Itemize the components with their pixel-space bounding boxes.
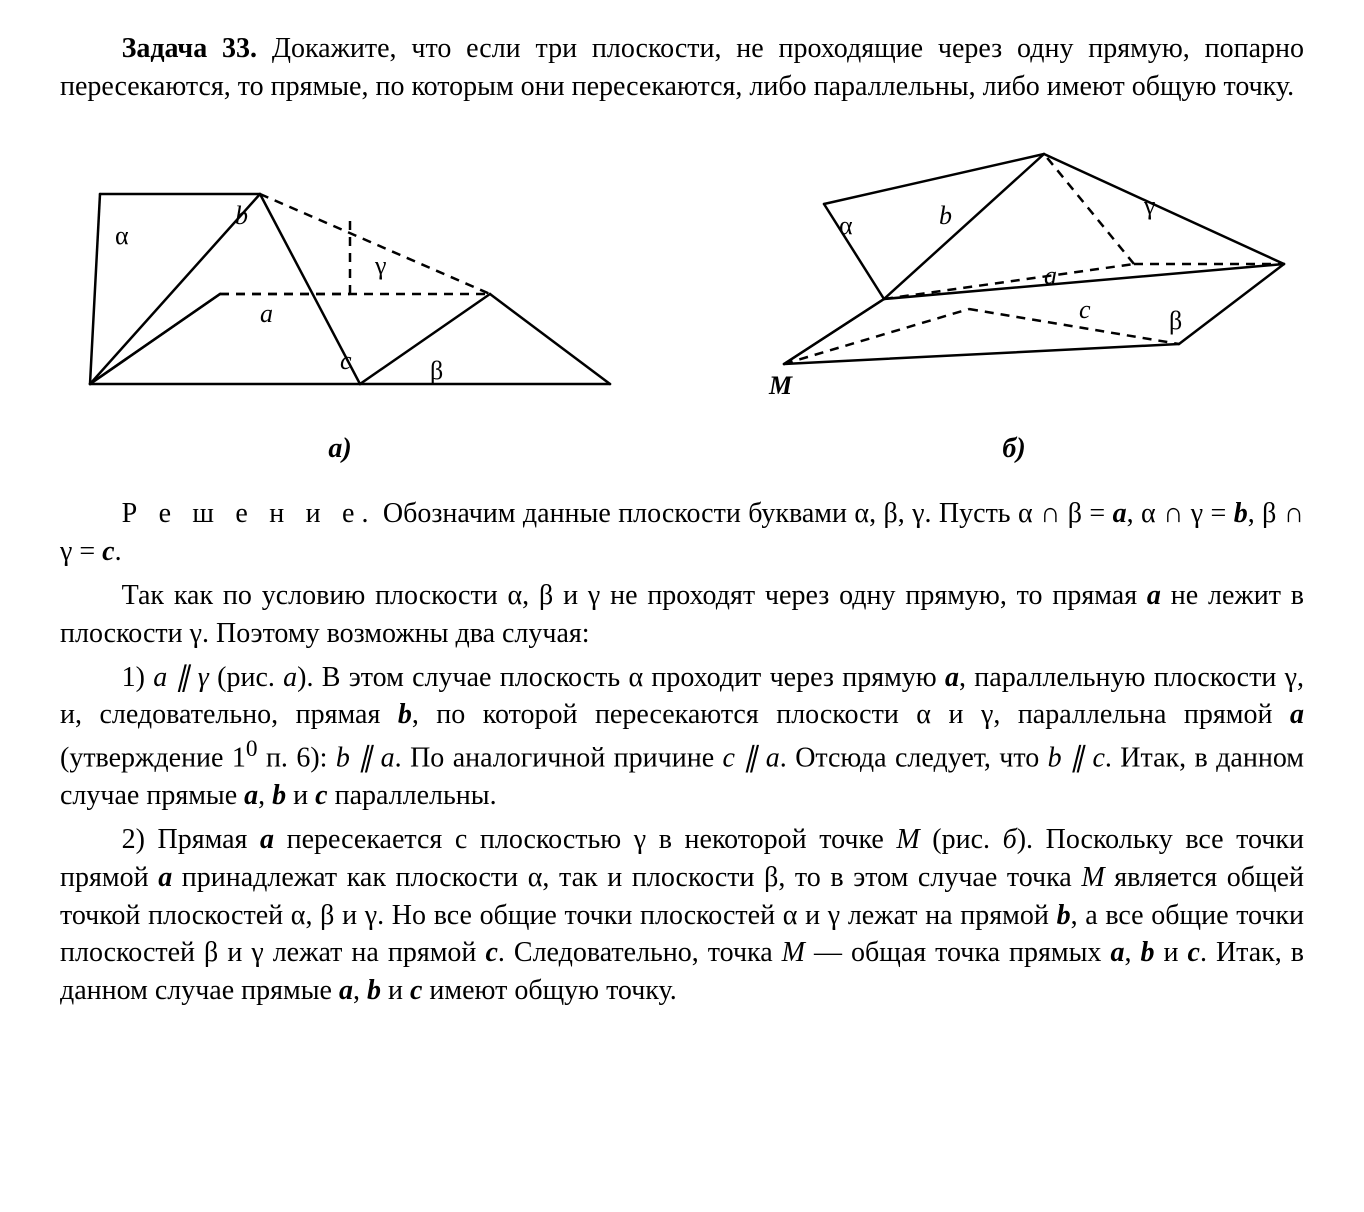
solution-case2: 2) Прямая a пересекается с плоскостью γ … <box>60 821 1304 1010</box>
figure-b: α b γ ac β M б) <box>724 134 1304 468</box>
case1-lead: a ∥ γ <box>153 662 209 693</box>
figure-a: α b γ a c β а) <box>60 154 620 468</box>
case2-num: 2) Прямая <box>122 824 260 855</box>
case2-list-c2: c <box>410 975 422 1006</box>
figures-row: αbγacβ а) αbγacβM б) <box>60 134 1304 468</box>
svg-text:b: b <box>939 201 952 230</box>
svg-text:c: c <box>1079 295 1091 324</box>
case2-M2: M <box>1081 862 1104 893</box>
svg-text:a: a <box>1044 261 1057 290</box>
case2-var-c: c <box>485 937 497 968</box>
var-c: c <box>102 536 114 567</box>
case1-sup: 0 <box>246 736 258 762</box>
var-a: a <box>1113 498 1127 529</box>
case1-i: параллельны. <box>328 780 497 811</box>
case2-list-a: a <box>1110 937 1124 968</box>
case2-M: M <box>896 824 919 855</box>
svg-text:β: β <box>430 356 443 385</box>
case1-rel3: b ∥ c <box>1048 743 1105 774</box>
case1-g: . Отсюда следует, что <box>780 743 1048 774</box>
case1-rel1: b ∥ a <box>336 743 395 774</box>
solution-case1: 1) a ∥ γ (рис. а). В этом случае плоскос… <box>60 659 1304 816</box>
var-a-2: a <box>1147 580 1161 611</box>
case2-list-b2: b <box>367 975 381 1006</box>
case2-sep2: , <box>353 975 367 1006</box>
case1-and: и <box>286 780 315 811</box>
case2-var-a2: a <box>158 862 172 893</box>
svg-text:c: c <box>340 346 352 375</box>
solution-p1-b: , α ∩ γ = <box>1127 498 1234 529</box>
case2-list-b: b <box>1140 937 1154 968</box>
case1-var-a: a <box>945 662 959 693</box>
solution-p2-a: Так как по условию плоскости α, β и γ не… <box>122 580 1147 611</box>
case2-d: принадлежат как плоскости α, так и плоск… <box>172 862 1081 893</box>
figure-b-caption: б) <box>1002 430 1025 468</box>
case1-rel2: c ∥ a <box>723 743 780 774</box>
case1-c: , по которой пересекаются плоскости α и … <box>412 699 1290 730</box>
case2-b: (рис. <box>920 824 1003 855</box>
case1-list-c: c <box>315 780 327 811</box>
svg-text:α: α <box>839 211 853 240</box>
case2-j: имеют общую точку. <box>422 975 676 1006</box>
case1-list-a: a <box>244 780 258 811</box>
case1-num: 1) <box>122 662 154 693</box>
case2-ref-fig: б <box>1003 824 1017 855</box>
case2-and: и <box>1154 937 1187 968</box>
case2-var-a: a <box>260 824 274 855</box>
case1-list-b: b <box>272 780 286 811</box>
problem-title: Задача 33. <box>122 33 257 64</box>
case2-M3: M <box>782 937 805 968</box>
solution-p1-d: . <box>115 536 122 567</box>
solution-p1: Р е ш е н и е. Обозначим данные плоскост… <box>60 495 1304 571</box>
case2-list-c: c <box>1188 937 1200 968</box>
case2-and2: и <box>381 975 410 1006</box>
case2-var-b: b <box>1057 900 1071 931</box>
solution-label: Р е ш е н и е. <box>122 498 376 529</box>
case1-ref: (рис. <box>209 662 283 693</box>
case1-var-b: b <box>398 699 412 730</box>
case1-e: п. 6): <box>258 743 336 774</box>
case1-var-a2: a <box>1290 699 1304 730</box>
case1-sep1: , <box>258 780 272 811</box>
page: Задача 33. Докажите, что если три плоско… <box>0 0 1364 1066</box>
problem-paragraph: Задача 33. Докажите, что если три плоско… <box>60 30 1304 106</box>
case2-g: . Следовательно, точка <box>498 937 782 968</box>
svg-text:b: b <box>235 201 248 230</box>
svg-text:M: M <box>768 371 793 400</box>
case2-sep1: , <box>1124 937 1140 968</box>
solution-p1-a: Обозначим данные плоскости буквами α, β,… <box>375 498 1112 529</box>
case1-a: ). В этом случае плоскость α проходит че… <box>297 662 945 693</box>
case2-a: пересекается с плоскостью γ в некоторой … <box>274 824 896 855</box>
svg-text:γ: γ <box>1143 191 1156 220</box>
svg-text:α: α <box>115 221 129 250</box>
solution-p2: Так как по условию плоскости α, β и γ не… <box>60 577 1304 653</box>
case1-ref-fig: а <box>283 662 297 693</box>
svg-text:β: β <box>1169 306 1182 335</box>
figure-a-svg: α b γ a c β <box>60 154 620 424</box>
var-b: b <box>1234 498 1248 529</box>
case1-f: . По аналогичной причине <box>395 743 723 774</box>
svg-text:a: a <box>260 299 273 328</box>
case2-list-a2: a <box>339 975 353 1006</box>
case2-h: — общая точка прямых <box>805 937 1110 968</box>
figure-a-caption: а) <box>328 430 351 468</box>
svg-text:γ: γ <box>374 251 387 280</box>
figure-b-svg: α b γ ac β M <box>724 134 1304 424</box>
case1-d: (утверждение 1 <box>60 743 246 774</box>
